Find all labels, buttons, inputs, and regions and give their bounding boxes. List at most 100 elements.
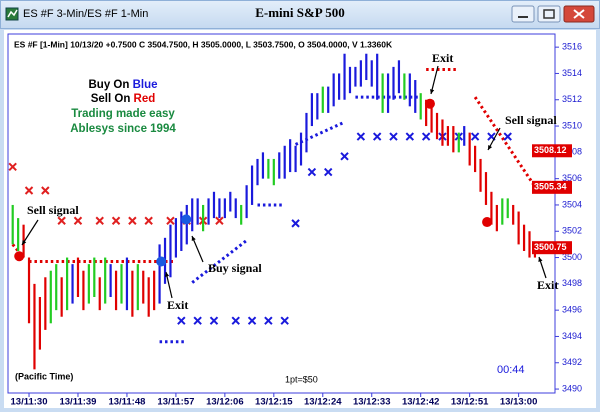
y-tick-label: 3496 [562,305,582,315]
price-flag-label: 3500.75 [534,242,567,252]
annotation: Sell signal [27,203,79,217]
x-marker [57,216,66,225]
y-tick-label: 3502 [562,226,582,236]
y-tick-label: 3516 [562,42,582,52]
y-tick-label: 3504 [562,199,582,209]
x-tick-label: 13/13:00 [500,397,538,408]
legend-sell-label: Sell On [91,93,131,105]
annotation-arrow [430,65,439,95]
plot-area [7,33,556,394]
price-flag-label: 3505.34 [534,182,567,192]
x-marker [389,132,398,141]
arrow-head [429,89,435,94]
signal-dot [181,214,192,225]
app-icon-glyph [7,9,18,18]
annotation: Exit [537,278,558,292]
annotation: Buy signal [208,261,262,275]
y-tick-label: 3500 [562,252,582,262]
y-tick-label: 3512 [562,94,582,104]
x-marker [209,316,219,325]
time-zone: (Pacific Time) [15,371,73,381]
price-flag [532,180,572,194]
legend-buy-color: Blue [133,79,158,91]
x-tick-label: 13/11:48 [108,397,145,408]
price-flag [532,241,572,255]
price-flag [532,144,572,158]
y-tick-label: 3508 [562,147,582,157]
x-marker [280,316,289,325]
arrow-head [191,236,196,241]
arrow-head [22,240,27,245]
arrow-head [164,272,170,277]
x-marker [215,216,224,225]
signal-dot [424,98,435,109]
x-marker [421,132,431,141]
x-marker [264,316,273,325]
annotation: Exit [432,51,453,65]
x-marker [95,216,104,225]
stop-line [473,96,537,188]
x-tick-label: 13/11:57 [157,397,194,408]
annotation: Sell signal [505,113,557,127]
legend-sell: Sell On Red [91,93,156,105]
x-marker [73,216,83,225]
price-flag-label: 3508.12 [534,145,567,155]
y-tick-label: 3490 [562,383,582,393]
legend: Buy On Blue Sell On Red Trading made eas… [70,79,176,135]
signal-dot [482,217,493,228]
y-tick-label: 3514 [562,68,582,78]
window-title: ES #F 3-Min/ES #F 1-Min [23,8,148,20]
x-tick-label: 13/12:06 [206,397,244,408]
stop-line [294,120,346,146]
x-marker [166,216,175,225]
header-info: ES #F [1-Min] 10/13/20 +0.7500 C 3504.75… [14,39,393,49]
legend-slogan: Trading made easy [71,108,175,120]
x-marker [503,132,512,141]
x-tick-label: 13/12:51 [451,397,489,408]
legend-sell-color: Red [134,93,156,105]
y-tick-label: 3492 [562,357,582,367]
x-marker [324,167,333,177]
x-tick-label: 13/12:15 [255,397,293,408]
x-marker [291,219,300,228]
legend-buy-label: Buy On [88,79,129,91]
x-marker [111,216,121,225]
x-marker [193,316,202,325]
x-marker [405,132,415,141]
x-marker [372,132,382,141]
chart-title: E-mini S&P 500 [255,5,345,20]
x-tick-label: 13/12:42 [402,397,440,408]
x-tick-label: 13/12:33 [353,397,391,408]
x-marker [41,186,50,195]
close-glyph [573,9,585,19]
maximize-glyph [543,9,555,19]
x-marker [231,316,240,325]
annotation: Exit [167,298,188,312]
window-buttons [511,5,595,23]
x-tick-label: 13/11:39 [59,397,96,408]
x-marker [177,316,186,325]
y-tick-label: 3498 [562,278,582,288]
y-tick-label: 3510 [562,120,582,130]
y-tick-label: 3506 [562,173,582,183]
legend-company: Ablesys since 1994 [70,123,176,135]
arrow-head [488,145,493,150]
annotation-arrow [191,235,204,263]
minimize-button[interactable] [511,5,535,23]
annotation-arrow [21,219,39,246]
point-value: 1pt=$50 [285,374,318,384]
legend-buy: Buy On Blue [88,79,157,91]
y-tick-label: 3494 [562,331,582,341]
x-marker [470,132,480,141]
x-marker [144,216,153,225]
x-marker [8,162,17,172]
x-marker [24,186,34,195]
maximize-button[interactable] [537,5,561,23]
x-tick-label: 13/11:30 [11,397,48,408]
x-marker [128,216,137,225]
x-tick-label: 13/12:24 [304,397,342,408]
signal-dot [156,256,167,267]
x-marker [307,167,317,177]
signal-dot [14,251,25,262]
